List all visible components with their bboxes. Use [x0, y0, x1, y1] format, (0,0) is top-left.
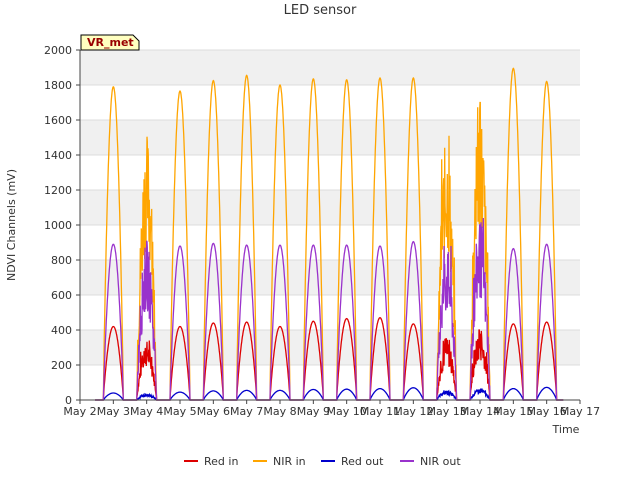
y-tick-label: 800 [51, 254, 72, 267]
x-tick-label: May 11 [360, 405, 400, 418]
x-tick-label: May 4 [130, 405, 163, 418]
y-tick-label: 1000 [44, 219, 72, 232]
x-tick-label: May 3 [97, 405, 130, 418]
band [80, 50, 580, 85]
x-axis-label: Time [552, 423, 580, 436]
x-tick-label: May 12 [393, 405, 433, 418]
y-tick-label: 1400 [44, 149, 72, 162]
band [80, 120, 580, 155]
x-tick-label: May 13 [427, 405, 467, 418]
x-tick-label: May 7 [230, 405, 263, 418]
site-label: VR_met [87, 36, 134, 49]
y-tick-label: 1200 [44, 184, 72, 197]
x-tick-label: May 9 [297, 405, 330, 418]
x-tick-label: May 15 [493, 405, 533, 418]
y-tick-label: 0 [65, 394, 72, 407]
legend-label: Red in [204, 455, 238, 468]
y-tick-label: 1800 [44, 79, 72, 92]
y-tick-label: 2000 [44, 44, 72, 57]
y-axis-label: NDVI Channels (mV) [5, 169, 18, 281]
y-tick-label: 400 [51, 324, 72, 337]
y-tick-label: 600 [51, 289, 72, 302]
y-tick-labels: 0 200 400 600 800 1000 1200 1400 1600 1800 2000 [44, 44, 80, 407]
x-tick-label: May 8 [263, 405, 296, 418]
chart-title: LED sensor [284, 3, 357, 18]
band [80, 260, 580, 295]
background-bands [80, 50, 580, 365]
x-tick-label: May 2 [63, 405, 96, 418]
x-tick-label: May 6 [197, 405, 230, 418]
legend: Red in NIR in Red out NIR out [184, 455, 461, 468]
band [80, 330, 580, 365]
x-tick-label: May 14 [460, 405, 500, 418]
x-tick-label: May 16 [527, 405, 567, 418]
legend-label: NIR out [420, 455, 461, 468]
legend-label: NIR in [273, 455, 306, 468]
x-tick-label: May 5 [163, 405, 196, 418]
x-tick-label: May 17 [560, 405, 600, 418]
band [80, 190, 580, 225]
y-tick-label: 200 [51, 359, 72, 372]
legend-label: Red out [341, 455, 384, 468]
x-tick-labels: May 2 May 3 May 4 May 5 May 6 May 7 May 8 May 9… [63, 400, 600, 418]
x-tick-label: May 10 [327, 405, 367, 418]
site-label-badge: VR_met [80, 34, 140, 51]
y-tick-label: 1600 [44, 114, 72, 127]
